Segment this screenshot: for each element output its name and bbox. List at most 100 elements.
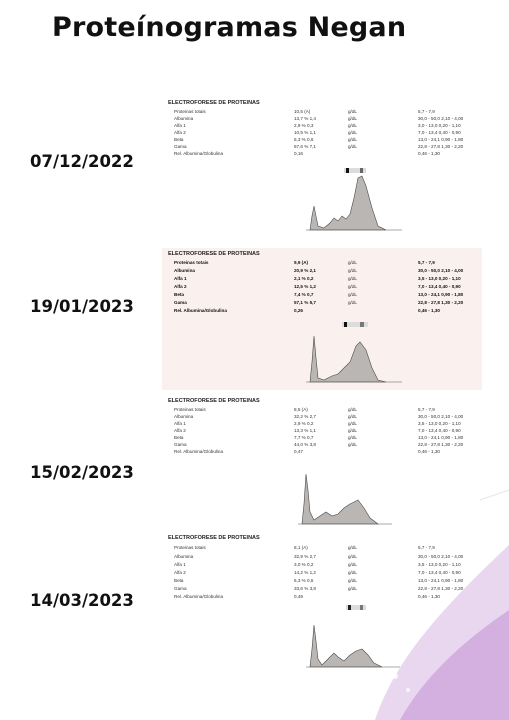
row-unit: g/dL xyxy=(348,554,357,559)
row-value: 0,26 xyxy=(294,308,303,313)
row-reference: 22,8 - 27,8 1,30 - 2,20 xyxy=(418,586,464,591)
row-reference: 3,5 - 13,0 0,20 - 1,10 xyxy=(418,562,461,567)
table-row: Alfa 1 2,9 % 0,3 g/dL 3,0 - 13,0 0,20 - 1,1… xyxy=(162,123,482,131)
row-reference: 7,0 - 13,4 0,40 - 0,90 xyxy=(418,570,461,575)
row-label: Proteinas totais xyxy=(174,109,206,114)
row-reference: 30,0 - 50,0 2,10 - 4,00 xyxy=(418,554,464,559)
row-label: Alfa 1 xyxy=(174,276,187,281)
row-reference: 30,0 - 50,0 2,10 - 4,00 xyxy=(418,414,464,419)
row-label: Alfa 2 xyxy=(174,428,186,433)
row-unit: g/dL xyxy=(348,276,357,281)
report-date: 19/01/2023 xyxy=(30,297,134,316)
row-value: 44,0 % 3,8 xyxy=(294,442,316,447)
row-value: 8,5 (A) xyxy=(294,407,308,412)
row-value: 10,5 (A) xyxy=(294,109,311,114)
table-row: Rel. Albumina/Globulina 0,26 0,46 - 1,30 xyxy=(162,308,482,316)
row-value: 0,16 xyxy=(294,151,303,156)
row-unit: g/dL xyxy=(348,284,357,289)
row-unit: g/dL xyxy=(348,109,357,114)
row-reference: 7,0 - 13,4 0,40 - 0,90 xyxy=(418,130,461,135)
table-row: Proteinas totais 8,1 (A) g/dL 5,7 - 7,9 xyxy=(162,545,482,553)
row-reference: 5,7 - 7,9 xyxy=(418,260,435,265)
report-table: ELECTROFORESE DE PROTEINAS Proteinas tot… xyxy=(162,248,482,390)
row-label: Beta xyxy=(174,578,184,583)
report-date: 15/02/2023 xyxy=(30,463,134,482)
row-label: Proteinas totais xyxy=(174,260,209,265)
row-label: Beta xyxy=(174,292,184,297)
row-reference: 0,46 - 1,30 xyxy=(418,151,440,156)
row-unit: g/dL xyxy=(348,562,357,567)
row-value: 0,49 xyxy=(294,594,303,599)
report-date: 14/03/2023 xyxy=(30,591,134,610)
table-row: Albumina 32,9 % 2,7 g/dL 30,0 - 50,0 2,10 -… xyxy=(162,554,482,562)
table-row: Beta 5,3 % 0,6 g/dL 13,0 - 24,1 0,90 - 1,80 xyxy=(162,137,482,145)
table-row: Proteinas totais 9,9 (A) g/dL 5,7 - 7,9 xyxy=(162,260,482,268)
table-row: Proteinas totais 10,5 (A) g/dL 5,7 - 7,9 xyxy=(162,109,482,117)
row-reference: 0,46 - 1,30 xyxy=(418,594,440,599)
row-reference: 30,0 - 50,0 2,10 - 4,00 xyxy=(418,116,464,121)
row-label: Albumina xyxy=(174,414,194,419)
row-value: 3,0 % 0,2 xyxy=(294,562,314,567)
page-title: Proteínogramas Negan xyxy=(52,12,407,43)
electrophoresis-curve xyxy=(306,605,400,668)
table-row: Rel. Albumina/Globulina 0,47 0,46 - 1,30 xyxy=(162,449,482,457)
row-unit: g/dL xyxy=(348,435,357,440)
row-unit: g/dL xyxy=(348,300,357,305)
row-reference: 3,0 - 13,0 0,20 - 1,10 xyxy=(418,123,461,128)
row-value: 8,1 (A) xyxy=(294,545,308,550)
row-unit: g/dL xyxy=(348,428,357,433)
row-value: 7,4 % 0,7 xyxy=(294,292,314,297)
table-row: Alfa 2 12,5 % 1,2 g/dL 7,0 - 13,4 0,40 - 0,… xyxy=(162,284,482,292)
row-reference: 5,7 - 7,9 xyxy=(418,407,435,412)
electrophoresis-curve xyxy=(306,322,402,383)
row-reference: 22,8 - 27,8 1,30 - 2,20 xyxy=(418,300,464,305)
row-label: Alfa 1 xyxy=(174,421,186,426)
row-value: 0,47 xyxy=(294,449,303,454)
row-reference: 30,0 - 50,0 2,10 - 4,00 xyxy=(418,268,464,273)
row-label: Beta xyxy=(174,137,184,142)
table-row: Albumina 32,2 % 2,7 g/dL 30,0 - 50,0 2,10 -… xyxy=(162,414,482,422)
row-reference: 22,8 - 27,8 1,30 - 2,20 xyxy=(418,144,464,149)
row-reference: 13,0 - 24,1 0,90 - 1,80 xyxy=(418,292,464,297)
row-value: 6,3 % 0,5 xyxy=(294,578,314,583)
row-value: 12,5 % 1,2 xyxy=(294,284,316,289)
row-reference: 7,0 - 13,4 0,40 - 0,90 xyxy=(418,428,461,433)
table-row: Proteinas totais 8,5 (A) g/dL 5,7 - 7,9 xyxy=(162,407,482,415)
row-value: 2,1 % 0,2 xyxy=(294,276,314,281)
row-reference: 13,0 - 24,1 0,90 - 1,80 xyxy=(418,578,464,583)
table-row: Alfa 2 10,5 % 1,1 g/dL 7,0 - 13,4 0,40 - 0,… xyxy=(162,130,482,138)
row-reference: 5,7 - 7,9 xyxy=(418,109,435,114)
row-label: Rel. Albumina/Globulina xyxy=(174,449,224,454)
table-row: Gama 33,6 % 3,8 g/dL 22,8 - 27,8 1,30 - 2,2… xyxy=(162,586,482,594)
row-value: 13,3 % 1,1 xyxy=(294,428,316,433)
row-unit: g/dL xyxy=(348,414,357,419)
row-label: Alfa 2 xyxy=(174,284,187,289)
row-label: Alfa 2 xyxy=(174,570,186,575)
table-row: Alfa 2 13,3 % 1,1 g/dL 7,0 - 13,4 0,40 - 0,… xyxy=(162,428,482,436)
row-value: 33,6 % 3,8 xyxy=(294,586,316,591)
table-row: Alfa 1 3,0 % 0,2 g/dL 3,5 - 13,0 0,20 - 1,1… xyxy=(162,562,482,570)
table-row: Beta 7,7 % 0,7 g/dL 13,0 - 24,1 0,90 - 1,80 xyxy=(162,435,482,443)
row-unit: g/dL xyxy=(348,578,357,583)
row-label: Gama xyxy=(174,586,187,591)
row-label: Alfa 1 xyxy=(174,562,186,567)
row-value: 5,3 % 0,6 xyxy=(294,137,314,142)
row-label: Alfa 2 xyxy=(174,130,186,135)
row-reference: 5,7 - 7,9 xyxy=(418,545,435,550)
row-reference: 3,5 - 13,0 0,20 - 1,10 xyxy=(418,421,461,426)
row-value: 32,9 % 2,7 xyxy=(294,554,316,559)
row-label: Proteinas totais xyxy=(174,407,206,412)
row-value: 10,5 % 1,1 xyxy=(294,130,316,135)
row-label: Albumina xyxy=(174,268,195,273)
row-reference: 22,8 - 27,8 1,30 - 2,20 xyxy=(418,442,464,447)
table-row: Gama 67,6 % 7,1 g/dL 22,8 - 27,8 1,30 - 2,2… xyxy=(162,144,482,152)
row-value: 2,9 % 0,2 xyxy=(294,421,314,426)
row-unit: g/dL xyxy=(348,545,357,550)
row-unit: g/dL xyxy=(348,130,357,135)
row-label: Gama xyxy=(174,300,187,305)
row-label: Albumina xyxy=(174,554,194,559)
table-row: Albumina 13,7 % 1,4 g/dL 30,0 - 50,0 2,10 -… xyxy=(162,116,482,124)
row-value: 57,1 % 5,7 xyxy=(294,300,316,305)
row-unit: g/dL xyxy=(348,144,357,149)
report-table: ELECTROFORESE DE PROTEINAS Proteinas tot… xyxy=(162,398,482,530)
